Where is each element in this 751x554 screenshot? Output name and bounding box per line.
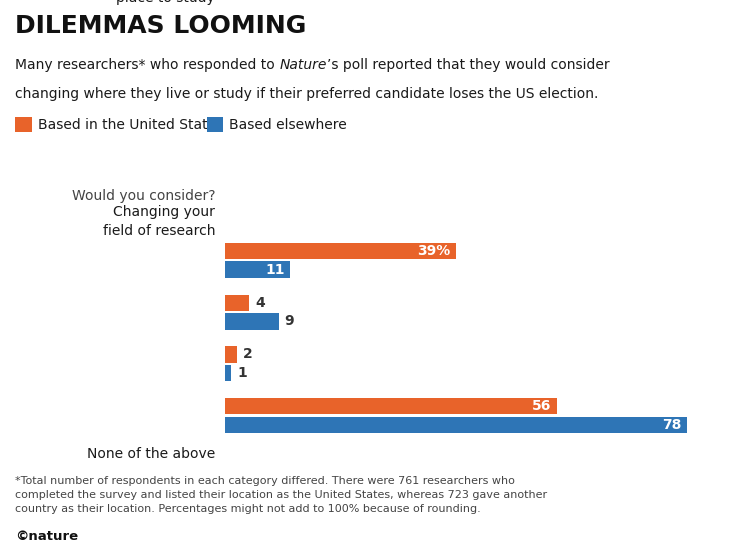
Text: 1: 1 xyxy=(237,366,247,380)
Text: 11: 11 xyxy=(265,263,285,276)
Text: ’s poll reported that they would consider: ’s poll reported that they would conside… xyxy=(327,58,609,72)
Text: 78: 78 xyxy=(662,418,681,432)
Text: 56: 56 xyxy=(532,399,551,413)
Text: *Total number of respondents in each category differed. There were 761 researche: *Total number of respondents in each cat… xyxy=(15,476,547,515)
Bar xyxy=(225,261,291,278)
Text: Many researchers* who responded to: Many researchers* who responded to xyxy=(15,58,279,72)
Bar xyxy=(225,313,279,330)
Text: Changing your
field of research: Changing your field of research xyxy=(103,206,216,238)
Text: 2: 2 xyxy=(243,347,253,362)
Text: DILEMMAS LOOMING: DILEMMAS LOOMING xyxy=(15,14,306,38)
Bar xyxy=(225,365,231,381)
Text: ©nature: ©nature xyxy=(15,530,78,543)
Text: Finding a different
place to study: Finding a different place to study xyxy=(89,0,216,5)
Bar xyxy=(225,295,249,311)
Text: 39%: 39% xyxy=(417,244,451,258)
Text: Based elsewhere: Based elsewhere xyxy=(229,117,347,132)
Text: Nature: Nature xyxy=(279,58,327,72)
Text: None of the above: None of the above xyxy=(87,447,216,461)
Text: changing where they live or study if their preferred candidate loses the US elec: changing where they live or study if the… xyxy=(15,87,599,101)
Bar xyxy=(225,346,237,363)
Text: Based in the United States: Based in the United States xyxy=(38,117,223,132)
Bar xyxy=(225,398,556,414)
Text: Would you consider?: Would you consider? xyxy=(72,189,216,203)
Text: 9: 9 xyxy=(285,314,294,329)
Bar xyxy=(225,243,456,259)
Text: 4: 4 xyxy=(255,296,264,310)
Bar xyxy=(225,417,687,433)
